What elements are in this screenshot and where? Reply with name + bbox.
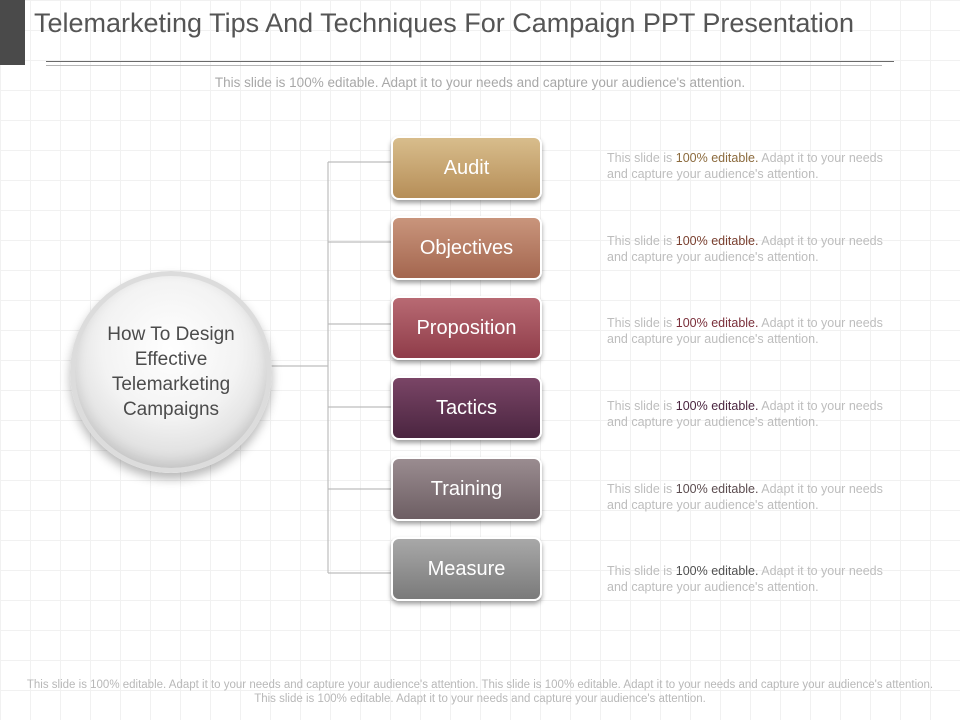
description-training: This slide is 100% editable. Adapt it to… [607, 481, 897, 513]
description-text: Adapt it to your needs and capture your … [607, 151, 883, 181]
description-measure: This slide is 100% editable. Adapt it to… [607, 563, 897, 595]
description-text: This slide is [607, 316, 676, 330]
description-highlight: 100% editable. [675, 482, 759, 496]
title-underline [46, 61, 894, 62]
description-objectives: This slide is 100% editable. Adapt it to… [607, 233, 897, 265]
description-highlight: 100% editable. [675, 151, 759, 165]
description-highlight: 100% editable. [675, 234, 759, 248]
step-objectives-label: Objectives [419, 236, 514, 259]
step-training-label: Training [430, 477, 503, 500]
description-text: This slide is [607, 482, 676, 496]
slide-subtitle: This slide is 100% editable. Adapt it to… [214, 75, 746, 90]
step-proposition-label: Proposition [416, 316, 517, 339]
description-text: This slide is [607, 151, 676, 165]
step-objectives: Objectives [391, 216, 542, 280]
description-text: Adapt it to your needs and capture your … [607, 564, 883, 594]
slide-title: Telemarketing Tips And Techniques For Ca… [34, 8, 854, 38]
step-proposition: Proposition [391, 296, 542, 360]
description-tactics: This slide is 100% editable. Adapt it to… [607, 398, 897, 430]
center-circle: How To Design Effective Telemarketing Ca… [70, 271, 272, 473]
description-highlight: 100% editable. [675, 316, 759, 330]
footer-note: This slide is 100% editable. Adapt it to… [26, 679, 934, 705]
description-highlight: 100% editable. [675, 399, 759, 413]
description-highlight: 100% editable. [675, 564, 759, 578]
step-measure: Measure [391, 537, 542, 601]
center-circle-label: How To Design Effective Telemarketing Ca… [107, 324, 235, 420]
step-tactics: Tactics [391, 376, 542, 440]
description-proposition: This slide is 100% editable. Adapt it to… [607, 315, 897, 347]
description-text: This slide is [607, 564, 676, 578]
step-measure-label: Measure [427, 557, 506, 580]
description-text: Adapt it to your needs and capture your … [607, 399, 883, 429]
description-text: Adapt it to your needs and capture your … [607, 482, 883, 512]
step-audit: Audit [391, 136, 542, 200]
description-text: Adapt it to your needs and capture your … [607, 234, 883, 264]
step-tactics-label: Tactics [435, 396, 498, 419]
description-audit: This slide is 100% editable. Adapt it to… [607, 150, 897, 182]
step-audit-label: Audit [443, 156, 490, 179]
title-accent-bar [0, 0, 25, 65]
title-underline-secondary [46, 65, 882, 66]
step-training: Training [391, 457, 542, 521]
description-text: This slide is [607, 234, 676, 248]
description-text: Adapt it to your needs and capture your … [607, 316, 883, 346]
description-text: This slide is [607, 399, 676, 413]
